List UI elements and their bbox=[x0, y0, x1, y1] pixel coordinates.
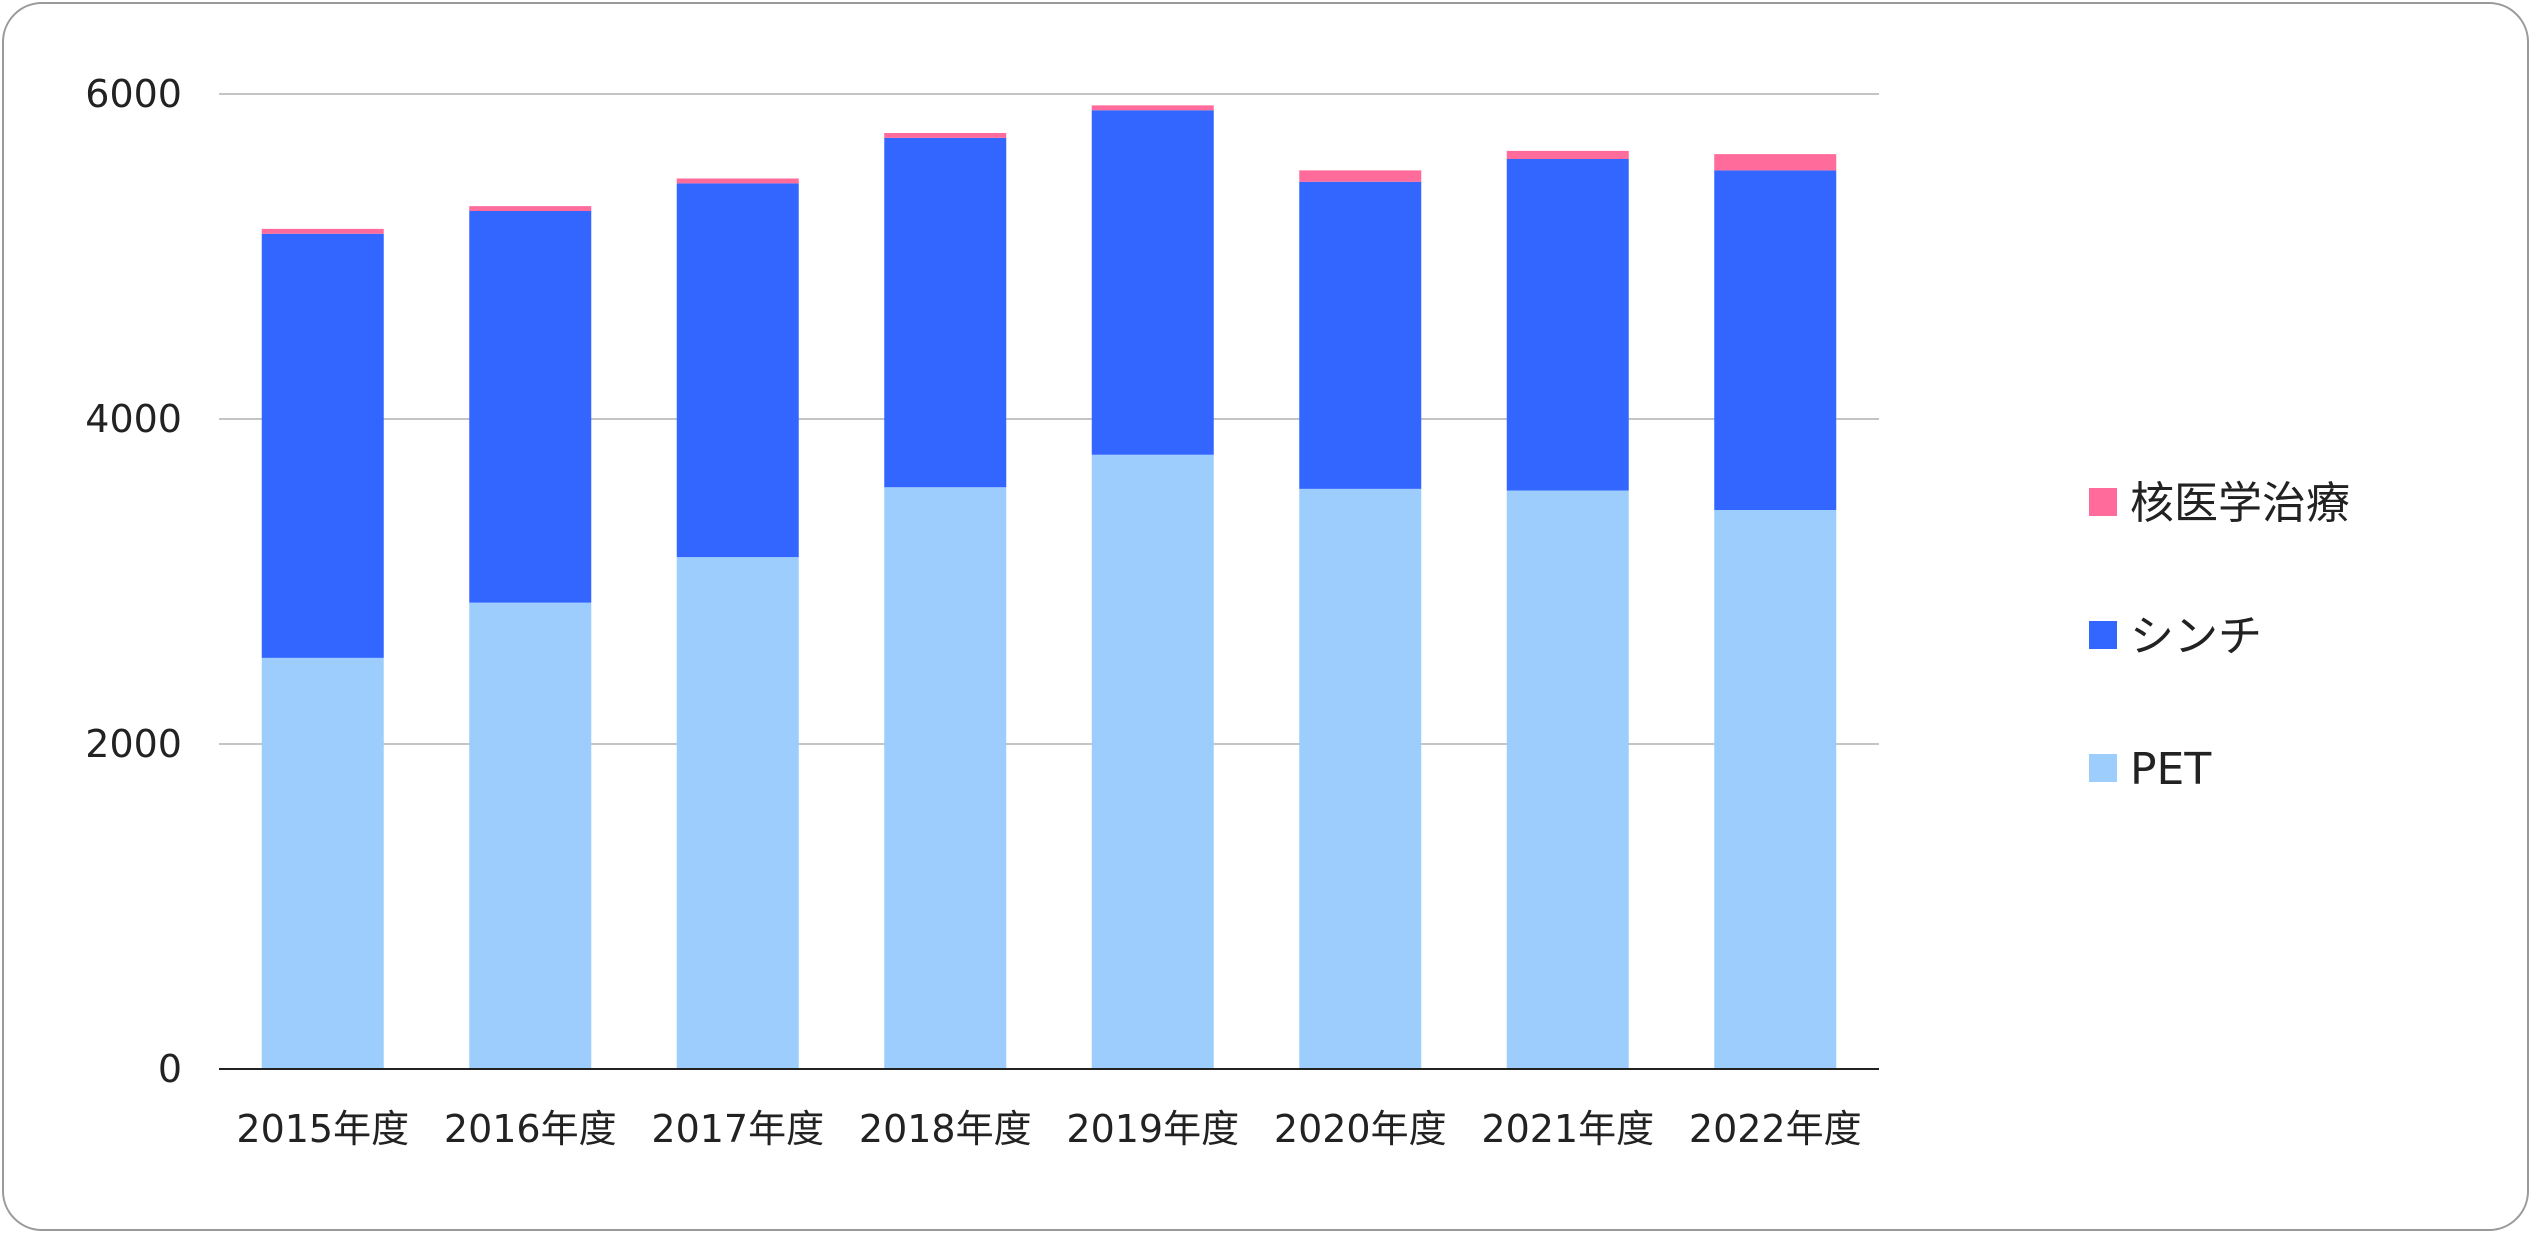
bar-segment bbox=[1299, 488, 1422, 1069]
bar-stack bbox=[1506, 150, 1629, 1069]
x-tick-label: 2015年度 bbox=[236, 1107, 409, 1151]
bar-segment bbox=[1506, 150, 1629, 159]
bar-stack bbox=[884, 133, 1007, 1069]
bar-stack bbox=[1714, 154, 1837, 1069]
bar-segment bbox=[884, 137, 1007, 488]
x-tick-labels: 2015年度 2016年度 2017年度 2018年度 2019年度 2020年度 2021… bbox=[236, 1107, 1861, 1151]
y-tick-label: 6000 bbox=[85, 72, 182, 116]
x-tick-label: 2016年度 bbox=[444, 1107, 617, 1151]
bar-segment bbox=[1091, 454, 1214, 1069]
bar-stack bbox=[1299, 170, 1422, 1069]
bar-stack bbox=[261, 228, 384, 1069]
bar-segment bbox=[1506, 490, 1629, 1069]
x-tick-label: 2022年度 bbox=[1689, 1107, 1862, 1151]
bar-segment bbox=[261, 233, 384, 658]
bar-stack bbox=[469, 206, 592, 1069]
legend-swatch bbox=[2089, 754, 2117, 782]
x-tick-label: 2019年度 bbox=[1066, 1107, 1239, 1151]
legend-item: 核医学治療 bbox=[2089, 478, 2350, 529]
bar-segment bbox=[1091, 105, 1214, 111]
legend-label: PET bbox=[2130, 744, 2211, 795]
x-tick-label: 2018年度 bbox=[859, 1107, 1032, 1151]
bar-segment bbox=[1714, 154, 1837, 171]
grid-lines bbox=[219, 93, 1879, 745]
bar-segment bbox=[1714, 510, 1837, 1069]
legend-label: シンチ bbox=[2130, 611, 2262, 662]
legend-swatch bbox=[2089, 621, 2117, 649]
bar-segment bbox=[469, 211, 592, 603]
bar-segment bbox=[1506, 159, 1629, 491]
bar-segment bbox=[469, 206, 592, 211]
bar-segment bbox=[884, 487, 1007, 1069]
legend-label: 核医学治療 bbox=[2130, 478, 2350, 529]
bar-segment bbox=[884, 133, 1007, 138]
y-tick-label: 4000 bbox=[85, 397, 182, 441]
x-tick-label: 2017年度 bbox=[651, 1107, 824, 1151]
bar-segment bbox=[676, 557, 799, 1069]
bar-segment bbox=[261, 657, 384, 1069]
bar-segment bbox=[1299, 181, 1422, 489]
y-tick-label: 0 bbox=[158, 1047, 182, 1091]
bar-stack bbox=[1091, 105, 1214, 1069]
bar-segment bbox=[676, 178, 799, 184]
x-tick-label: 2021年度 bbox=[1481, 1107, 1654, 1151]
bar-segment bbox=[469, 602, 592, 1069]
y-tick-label: 2000 bbox=[85, 722, 182, 766]
bar-segment bbox=[1091, 110, 1214, 455]
bar-segment bbox=[1714, 170, 1837, 510]
x-tick-label: 2020年度 bbox=[1274, 1107, 1447, 1151]
bar-stack bbox=[676, 178, 799, 1069]
bar-segment bbox=[1299, 170, 1422, 182]
bar-segment bbox=[676, 183, 799, 558]
y-tick-labels: 0 2000 4000 6000 bbox=[85, 72, 182, 1091]
bar-segment bbox=[261, 228, 384, 234]
legend-swatch bbox=[2089, 488, 2117, 516]
bar-stacks bbox=[261, 105, 1837, 1069]
legend-item: シンチ bbox=[2089, 611, 2262, 662]
legend-item: PET bbox=[2089, 744, 2211, 795]
